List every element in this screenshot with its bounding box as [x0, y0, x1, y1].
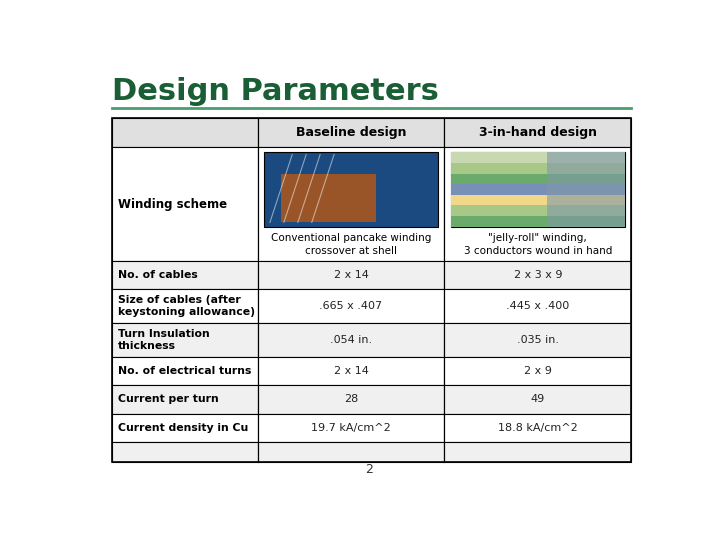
Text: .054 in.: .054 in. [330, 335, 372, 345]
Bar [258, 261, 444, 289]
Bar [264, 152, 438, 227]
Text: Design Parameters: Design Parameters [112, 77, 439, 106]
Text: Winding scheme: Winding scheme [118, 198, 227, 211]
Bar [112, 289, 258, 323]
Bar [451, 205, 624, 216]
Bar [444, 414, 631, 442]
Text: .035 in.: .035 in. [517, 335, 559, 345]
Text: Current per turn: Current per turn [118, 394, 219, 404]
Bar [112, 118, 258, 147]
Bar [258, 289, 444, 323]
Bar [258, 414, 444, 442]
Text: 2 x 14: 2 x 14 [333, 366, 369, 376]
Bar [112, 442, 258, 462]
Text: 18.8 kA/cm^2: 18.8 kA/cm^2 [498, 423, 577, 433]
Text: Current density in Cu: Current density in Cu [118, 423, 248, 433]
Bar [451, 195, 624, 205]
Bar [444, 261, 631, 289]
Bar [258, 118, 444, 147]
Text: .665 x .407: .665 x .407 [320, 301, 382, 311]
Text: 28: 28 [344, 394, 358, 404]
Text: .445 x .400: .445 x .400 [506, 301, 570, 311]
Bar [444, 147, 631, 261]
Text: 2 x 3 x 9: 2 x 3 x 9 [513, 270, 562, 280]
Bar [444, 289, 631, 323]
Text: 2: 2 [365, 463, 373, 476]
Bar [258, 147, 444, 261]
Bar [451, 184, 624, 195]
Text: 2 x 14: 2 x 14 [333, 270, 369, 280]
Bar [112, 118, 631, 462]
Bar [112, 261, 258, 289]
Text: Conventional pancake winding
crossover at shell: Conventional pancake winding crossover a… [271, 233, 431, 256]
Bar [112, 414, 258, 442]
Bar [112, 385, 258, 414]
Text: No. of electrical turns: No. of electrical turns [118, 366, 251, 376]
Bar [444, 323, 631, 357]
Bar [444, 442, 631, 462]
Text: 3-in-hand design: 3-in-hand design [479, 126, 597, 139]
Bar [444, 118, 631, 147]
Bar [451, 216, 624, 227]
Bar [281, 174, 377, 222]
Text: "jelly-roll" winding,
3 conductors wound in hand: "jelly-roll" winding, 3 conductors wound… [464, 233, 612, 256]
Bar [258, 442, 444, 462]
Text: Turn Insulation
thickness: Turn Insulation thickness [118, 329, 210, 351]
Bar [258, 323, 444, 357]
Text: Baseline design: Baseline design [296, 126, 406, 139]
Text: Size of cables (after
keystoning allowance): Size of cables (after keystoning allowan… [118, 295, 255, 317]
Bar [258, 385, 444, 414]
Text: 49: 49 [531, 394, 545, 404]
Text: No. of cables: No. of cables [118, 270, 198, 280]
Bar [451, 174, 624, 184]
Text: 2 x 9: 2 x 9 [524, 366, 552, 376]
Bar [112, 323, 258, 357]
Bar [451, 152, 624, 227]
Bar [112, 357, 258, 385]
Bar [546, 152, 624, 227]
Bar [258, 357, 444, 385]
Bar [444, 385, 631, 414]
Bar [112, 147, 258, 261]
Text: 19.7 kA/cm^2: 19.7 kA/cm^2 [311, 423, 391, 433]
Bar [451, 152, 624, 163]
Bar [444, 357, 631, 385]
Bar [451, 163, 624, 174]
